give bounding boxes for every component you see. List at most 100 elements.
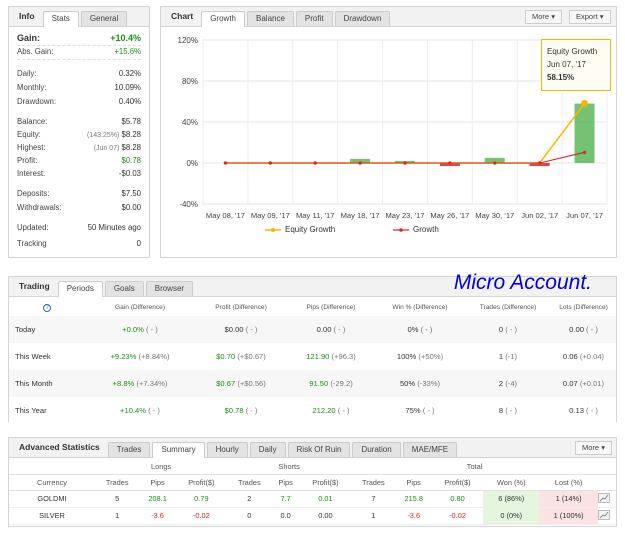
tab-hourly[interactable]: Hourly bbox=[206, 442, 248, 457]
x-tick-label: Jun 07, '17 bbox=[566, 211, 603, 220]
y-tick-label: 40% bbox=[182, 118, 198, 127]
summary-group-row: Longs Shorts Total bbox=[150, 462, 483, 472]
growth-bar[interactable] bbox=[350, 158, 371, 163]
period-cell-lots: 0.07 (+0.01) bbox=[562, 379, 605, 388]
data-point[interactable] bbox=[538, 161, 542, 165]
period-label: Today bbox=[15, 325, 36, 334]
stat-monthly: Monthly: 10.09% bbox=[17, 83, 141, 92]
summary-cell: 1 (14%) bbox=[539, 490, 598, 507]
chart-tooltip: Equity Growth Jun 07, '17 58.15% bbox=[541, 39, 611, 91]
tab-browser[interactable]: Browser bbox=[145, 281, 194, 296]
data-point[interactable] bbox=[358, 161, 362, 165]
tab-balance[interactable]: Balance bbox=[247, 11, 294, 26]
summary-cell: GOLDMI bbox=[37, 494, 67, 503]
tab-periods[interactable]: Periods bbox=[57, 281, 103, 297]
summary-col-header: Trades bbox=[105, 477, 129, 487]
growth-bar[interactable] bbox=[574, 103, 595, 163]
summary-col-header: Pips bbox=[406, 477, 421, 487]
summary-cell: -0.02 bbox=[192, 511, 210, 520]
summary-cell: 0 (0%) bbox=[483, 507, 540, 524]
data-point[interactable] bbox=[403, 161, 407, 165]
chart-title: Chart bbox=[171, 11, 194, 21]
data-point[interactable] bbox=[268, 161, 272, 165]
summary-col-header: Trades bbox=[362, 477, 385, 487]
summary-cell: 0.00 bbox=[318, 511, 333, 520]
chart-panel: Chart Growth Balance Profit Drawdown Mor… bbox=[160, 6, 617, 258]
tab-trades[interactable]: Trades bbox=[107, 442, 151, 457]
data-point[interactable] bbox=[223, 161, 228, 165]
summary-table: Longs Shorts Total Currency Trades Pips Pro… bbox=[9, 460, 616, 525]
summary-cell: 0.0 bbox=[280, 511, 291, 520]
advanced-title: Advanced Statistics bbox=[19, 442, 100, 452]
stat-balance: Balance: $5.78 bbox=[17, 117, 141, 126]
tab-summary[interactable]: Summary bbox=[152, 442, 205, 458]
summary-col-header: Lost (%) bbox=[554, 477, 583, 487]
summary-header-row: Currency Trades Pips Profit($) Trades Pips Pro… bbox=[9, 474, 616, 490]
summary-cell: 0 bbox=[247, 511, 252, 520]
tab-goals[interactable]: Goals bbox=[104, 281, 144, 296]
summary-col-header: Trades bbox=[237, 477, 261, 487]
period-cell-profit: $0.00 ( - ) bbox=[224, 325, 258, 334]
tab-growth[interactable]: Growth bbox=[201, 11, 245, 27]
period-cell-pips: 121.90 (+96.3) bbox=[306, 352, 356, 361]
legend-equity[interactable]: Equity Growth bbox=[265, 225, 335, 234]
data-point[interactable] bbox=[582, 150, 587, 154]
period-cell-lots: 0.06 (+0.04) bbox=[562, 352, 605, 361]
legend-growth[interactable]: Growth bbox=[393, 225, 439, 234]
tab-profit[interactable]: Profit bbox=[295, 11, 333, 26]
chart-more-button[interactable]: More ▾ bbox=[525, 10, 562, 24]
tab-daily[interactable]: Daily bbox=[249, 442, 286, 457]
period-cell-gain: +9.23% (+8.84%) bbox=[110, 352, 170, 361]
period-cell-win: 100% (+50%) bbox=[396, 352, 444, 361]
period-cell-trades: 1 (-1) bbox=[498, 352, 518, 361]
tab-mae-mfe[interactable]: MAE/MFE bbox=[402, 442, 458, 457]
period-cell-win: 50% (-33%) bbox=[399, 379, 441, 388]
period-cell-pips: 212.20 ( - ) bbox=[312, 406, 350, 415]
data-point[interactable] bbox=[581, 99, 589, 107]
data-point[interactable] bbox=[313, 161, 317, 165]
info-panel: Info Stats General Gain: +10.4% Abs. Gai… bbox=[8, 6, 150, 258]
summary-cell: 1 bbox=[371, 511, 376, 520]
period-cell-trades: 0 ( - ) bbox=[498, 325, 518, 334]
x-tick-label: Jun 02, '17 bbox=[521, 211, 558, 220]
stat-gain: Gain: +10.4% bbox=[17, 33, 141, 46]
stat-highest: Highest: (Jun 07) $8.28 bbox=[17, 143, 141, 152]
tab-drawdown[interactable]: Drawdown bbox=[334, 11, 391, 26]
period-cell-trades: 2 (-4) bbox=[498, 379, 518, 388]
trading-tabbar: Trading Periods Goals Browser bbox=[9, 277, 616, 297]
summary-col-header: Profit($) bbox=[444, 477, 471, 487]
advanced-more-button[interactable]: More ▾ bbox=[575, 441, 612, 455]
sparkline-icon[interactable] bbox=[598, 507, 616, 524]
summary-col-header: Won (%) bbox=[496, 477, 526, 487]
periods-header-row: ? Gain (Difference) Profit (Difference) … bbox=[9, 298, 616, 316]
period-row: This Week +9.23% (+8.84%) $0.70 (+$0.67) 12… bbox=[9, 343, 616, 370]
tab-stats[interactable]: Stats bbox=[42, 11, 79, 27]
legend-growth-swatch bbox=[393, 227, 409, 232]
chart-tabbar: Chart Growth Balance Profit Drawdown bbox=[161, 7, 616, 27]
stat-profit: Profit: $0.78 bbox=[17, 156, 141, 165]
stat-drawdown: Drawdown: 0.40% bbox=[17, 97, 141, 106]
stat-interest: Interest: -$0.03 bbox=[17, 169, 141, 178]
tab-general[interactable]: General bbox=[80, 11, 128, 26]
export-button[interactable]: Export ▾ bbox=[569, 10, 611, 24]
period-cell-win: 75% ( - ) bbox=[405, 406, 435, 415]
sparkline-icon[interactable] bbox=[598, 490, 616, 507]
chevron-down-icon: ▾ bbox=[601, 443, 605, 452]
summary-row: SILVER 1 -3.6 -0.02 0 0.0 0.00 1 -3.6 -0.02 0 (0%)… bbox=[9, 507, 616, 524]
help-icon[interactable]: ? bbox=[43, 304, 51, 312]
stat-updated: Updated: 50 Minutes ago bbox=[17, 223, 141, 232]
stat-abs-gain: Abs. Gain: +15.6% bbox=[17, 47, 141, 60]
summary-cell: 0.01 bbox=[318, 494, 333, 503]
tab-duration[interactable]: Duration bbox=[352, 442, 401, 457]
data-point[interactable] bbox=[493, 161, 497, 165]
data-point[interactable] bbox=[448, 161, 452, 165]
summary-cell: -0.02 bbox=[449, 511, 466, 520]
period-row: This Month +8.8% (+7.34%) $0.67 (+$0.56) 91… bbox=[9, 370, 616, 397]
period-cell-trades: 8 ( - ) bbox=[498, 406, 518, 415]
stat-deposits: Deposits: $7.50 bbox=[17, 189, 141, 198]
stat-withdrawals: Withdrawals: $0.00 bbox=[17, 203, 141, 212]
growth-bar[interactable] bbox=[484, 157, 505, 163]
tab-risk-of-ruin[interactable]: Risk Of Ruin bbox=[287, 442, 351, 457]
x-tick-label: May 11, '17 bbox=[296, 211, 334, 220]
summary-cell: 208.1 bbox=[148, 494, 167, 503]
